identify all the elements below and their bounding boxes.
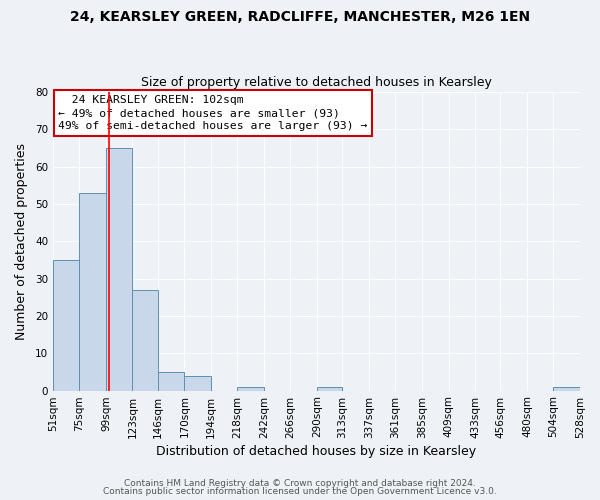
Text: 24, KEARSLEY GREEN, RADCLIFFE, MANCHESTER, M26 1EN: 24, KEARSLEY GREEN, RADCLIFFE, MANCHESTE… [70,10,530,24]
Bar [79,193,106,390]
Text: Contains HM Land Registry data © Crown copyright and database right 2024.: Contains HM Land Registry data © Crown c… [124,478,476,488]
Bar [106,148,133,390]
X-axis label: Distribution of detached houses by size in Kearsley: Distribution of detached houses by size … [157,444,476,458]
Bar [238,387,264,390]
Bar [133,290,158,390]
Title: Size of property relative to detached houses in Kearsley: Size of property relative to detached ho… [141,76,492,90]
Text: Contains public sector information licensed under the Open Government Licence v3: Contains public sector information licen… [103,487,497,496]
Bar [553,387,580,390]
Y-axis label: Number of detached properties: Number of detached properties [15,143,28,340]
Bar [317,387,343,390]
Bar [53,260,79,390]
Bar [158,372,184,390]
Text: 24 KEARSLEY GREEN: 102sqm
← 49% of detached houses are smaller (93)
49% of semi-: 24 KEARSLEY GREEN: 102sqm ← 49% of detac… [58,95,368,132]
Bar [184,376,211,390]
